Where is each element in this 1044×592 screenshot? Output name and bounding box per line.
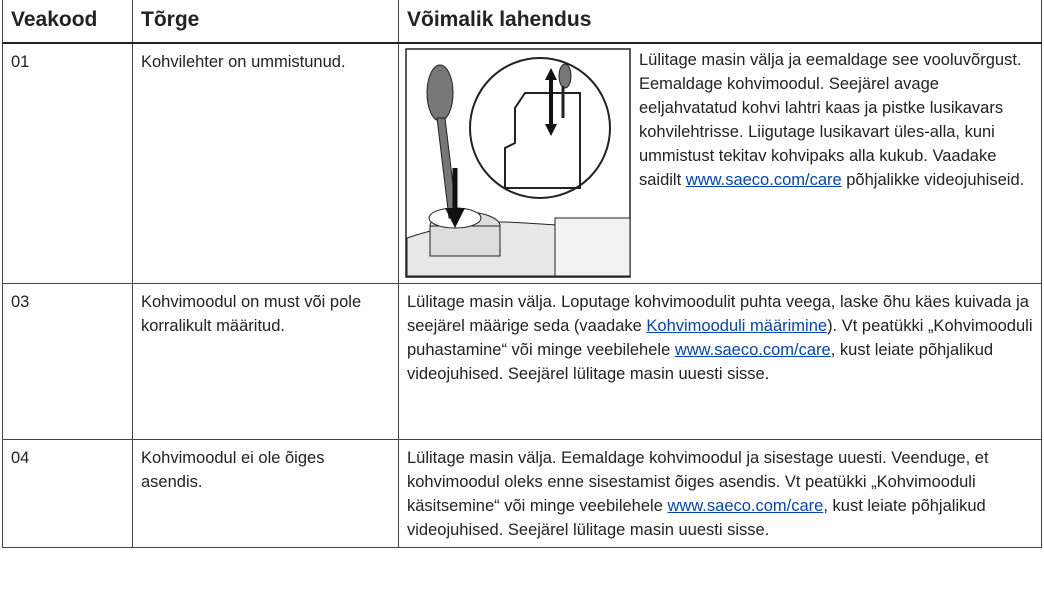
link[interactable]: www.saeco.com/care (674, 341, 831, 359)
header-cell: Veakood (2, 0, 133, 44)
solution-text: Lülitage masin välja. Loputage kohvimood… (407, 293, 1029, 335)
fault: Kohvilehter on ummistunud. (132, 42, 399, 284)
link[interactable]: www.saeco.com/care (685, 171, 842, 189)
solution-text: ). Vt peatükki „Kohvimooduli puhastamine… (407, 317, 1033, 359)
header-row: Veakood Tõrge Võimalik lahendus (2, 0, 1042, 44)
solution-text: Lülitage masin välja ja eemaldage see vo… (639, 51, 1022, 189)
link[interactable]: www.saeco.com/care (667, 497, 824, 515)
error-table: Veakood Tõrge Võimalik lahendus 01 Kohvi… (2, 0, 1042, 548)
fault: Kohvimoodul ei ole õiges asendis. (132, 439, 399, 548)
row: 03 Kohvimoodul on must või pole korralik… (2, 283, 1042, 440)
code: 04 (2, 439, 133, 548)
illustration (405, 48, 631, 278)
solution: Lülitage masin välja. Loputage kohvimood… (407, 293, 1033, 383)
header-cell: Võimalik lahendus (398, 0, 1042, 44)
fault: Kohvimoodul on must või pole korralikult… (132, 283, 399, 440)
solution: Lülitage masin välja ja eemaldage see vo… (639, 51, 1024, 189)
row: 01 Kohvilehter on ummistunud. (2, 42, 1042, 284)
code: 01 (2, 42, 133, 284)
row: 04 Kohvimoodul ei ole õiges asendis. Lül… (2, 439, 1042, 548)
header-cell: Tõrge (132, 0, 399, 44)
link[interactable]: Kohvimooduli määrimine (646, 317, 828, 335)
solution-text: , kust leiate põhjalikud videojuhised. S… (407, 341, 994, 383)
solution-text: põhjalikke videojuhiseid. (841, 171, 1025, 189)
solution-cell: Lülitage masin välja ja eemaldage see vo… (398, 42, 1042, 284)
solution-cell: Lülitage masin välja. Loputage kohvimood… (398, 283, 1042, 440)
solution-cell: Lülitage masin välja. Eemaldage kohvimoo… (398, 439, 1042, 548)
code: 03 (2, 283, 133, 440)
solution: Lülitage masin välja. Eemaldage kohvimoo… (407, 449, 989, 539)
solution-text: Lülitage masin välja. Eemaldage kohvimoo… (407, 449, 989, 515)
solution-text: , kust leiate põhjalikud videojuhised. S… (407, 497, 986, 539)
